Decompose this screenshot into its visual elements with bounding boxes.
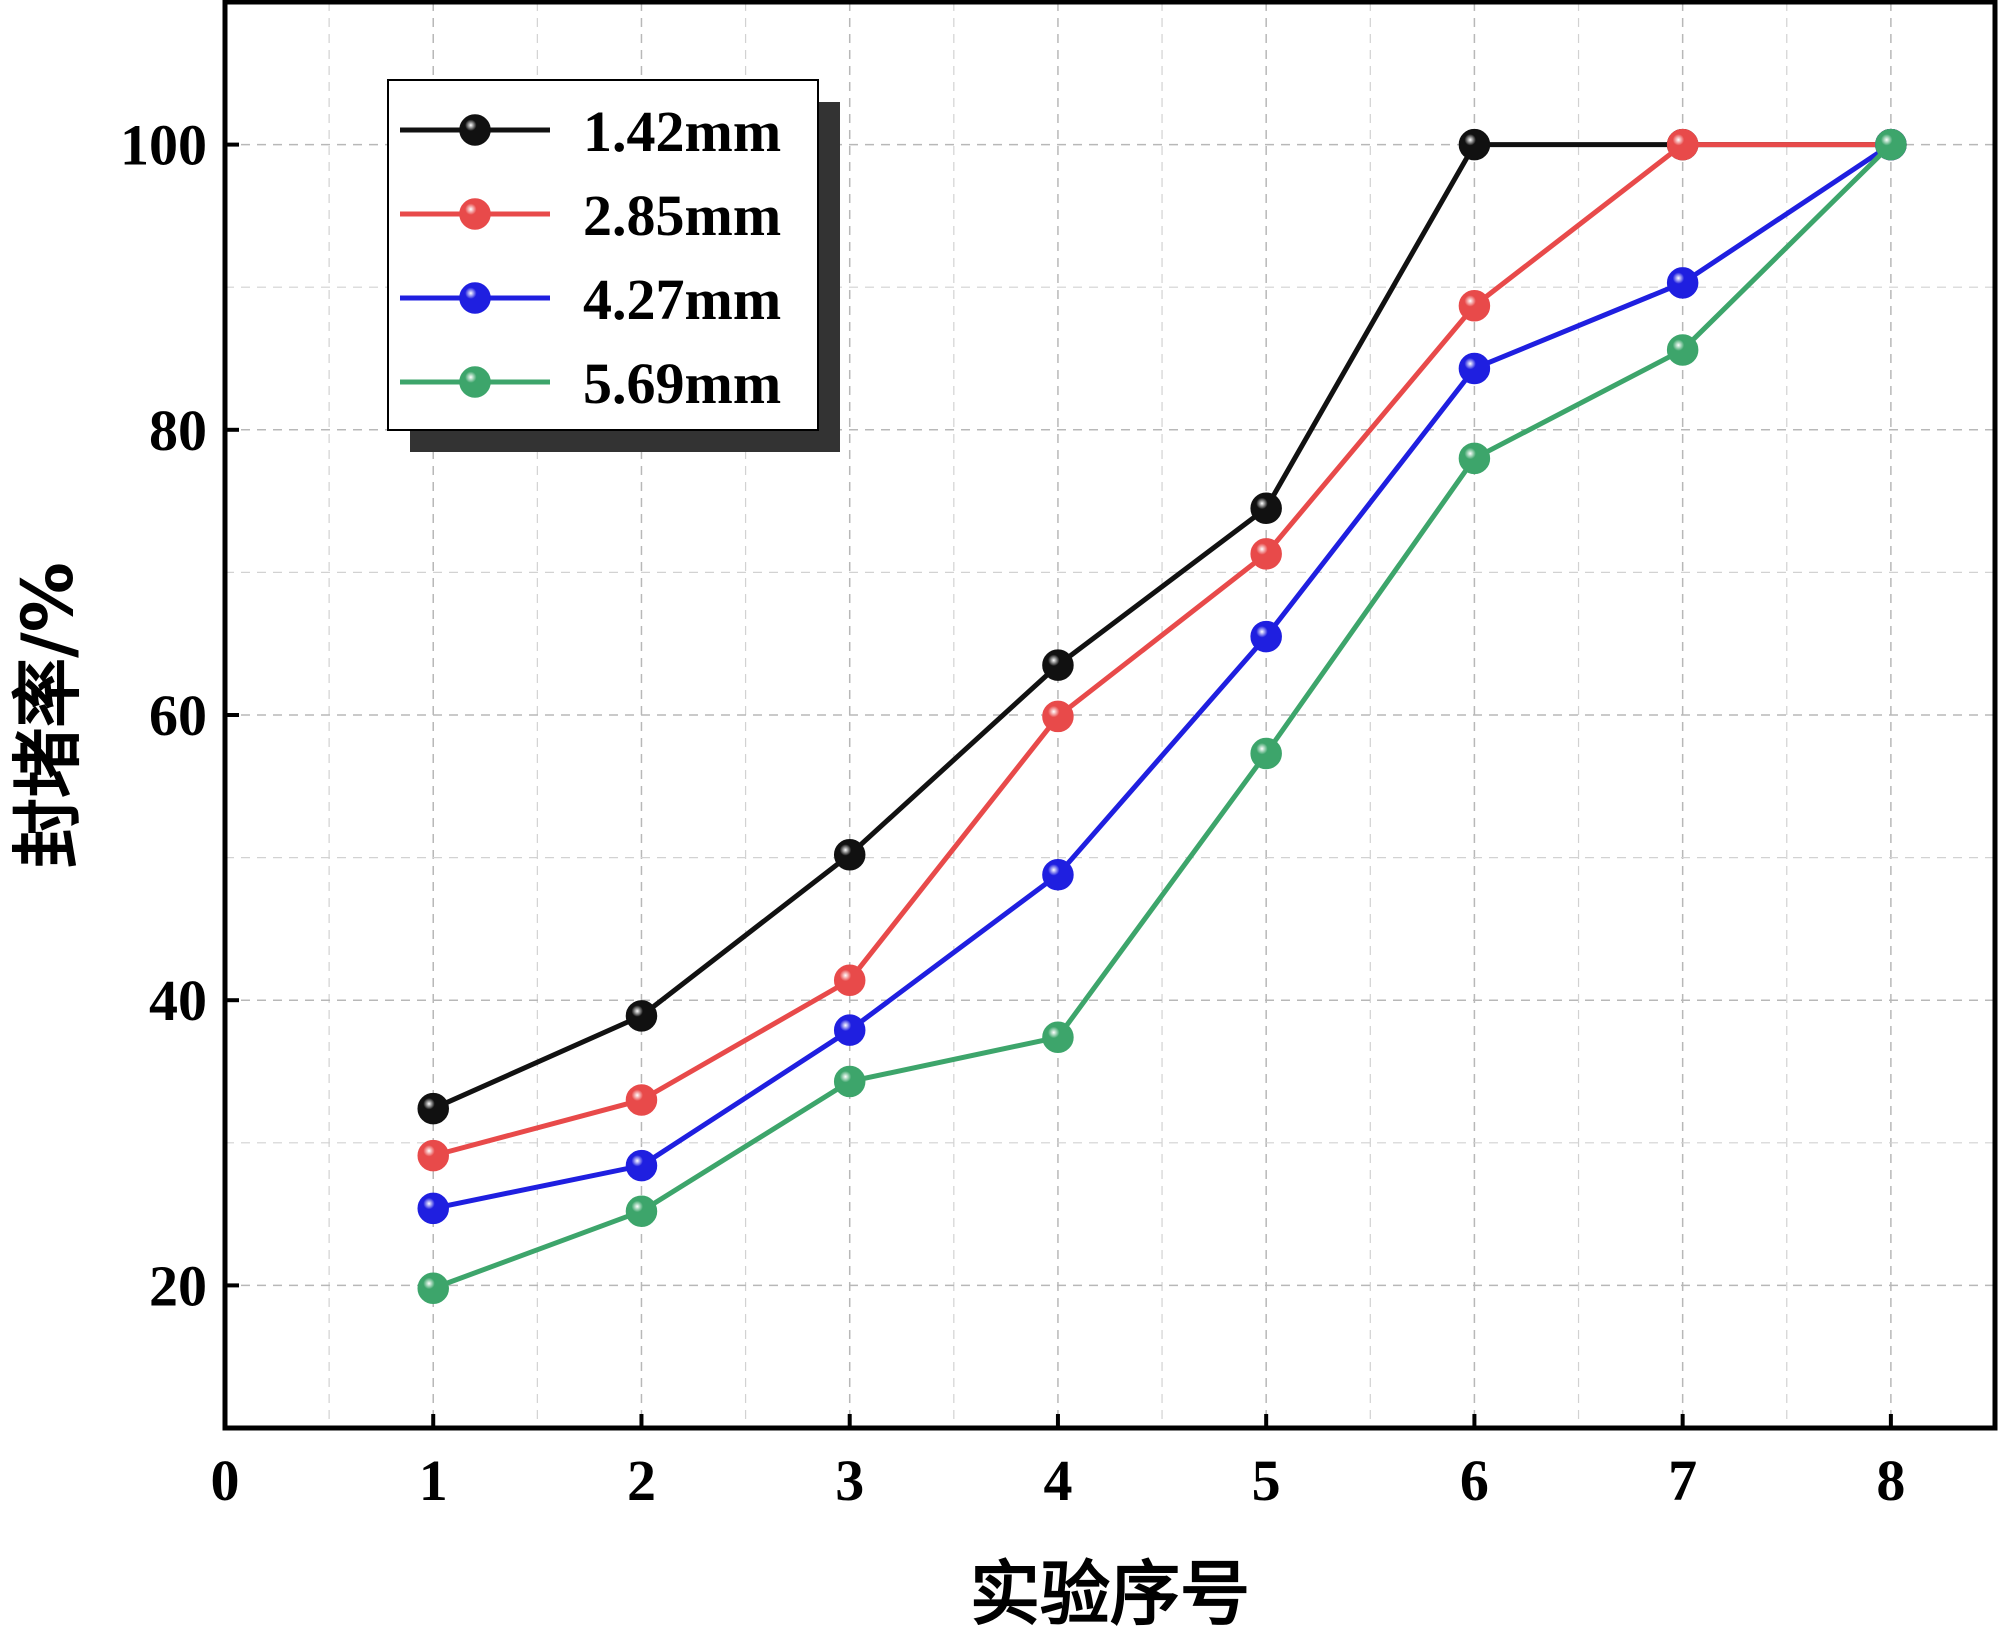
x-axis-title: 实验序号 — [970, 1553, 1250, 1635]
x-tick-label: 6 — [1460, 1448, 1489, 1513]
grid-lines — [225, 1, 1995, 1428]
data-point-2-85mm — [625, 1084, 658, 1116]
data-point-5-69mm — [1666, 334, 1699, 366]
y-tick-label: 60 — [149, 683, 207, 748]
series-line-1-42mm — [432, 142, 1891, 1111]
y-tick-label: 20 — [149, 1253, 207, 1318]
data-point-2-85mm — [1042, 700, 1074, 733]
legend-box — [387, 79, 819, 431]
data-point-5-69mm — [417, 1272, 449, 1305]
x-tick-label: 5 — [1252, 1448, 1281, 1513]
data-point-5-69mm — [1042, 1021, 1074, 1054]
data-point-2-85mm — [1458, 289, 1491, 322]
data-point-2-85mm — [417, 1139, 449, 1172]
x-tick-label: 3 — [835, 1448, 864, 1513]
data-point-4-27mm — [1458, 352, 1491, 385]
y-tick-label: 100 — [120, 113, 207, 178]
data-point-5-69mm — [1458, 442, 1491, 475]
x-tick-label: 0 — [211, 1448, 240, 1513]
legend-marker-1-42mm — [459, 114, 491, 146]
data-point-5-69mm — [1250, 737, 1282, 770]
series-line-2-85mm — [432, 142, 1891, 1159]
data-point-4-27mm — [833, 1014, 866, 1046]
data-point-1-42mm — [625, 1000, 658, 1032]
data-point-1-42mm — [417, 1092, 449, 1125]
data-point-1-42mm — [833, 838, 866, 871]
data-point-4-27mm — [625, 1149, 658, 1182]
data-point-4-27mm — [1250, 620, 1282, 653]
legend-label-1-42mm: 1.42mm — [583, 99, 781, 164]
data-point-4-27mm — [1666, 267, 1699, 299]
data-point-5-69mm — [1875, 128, 1907, 161]
data-point-2-85mm — [1250, 538, 1282, 570]
data-point-5-69mm — [833, 1065, 866, 1098]
data-point-4-27mm — [1042, 858, 1074, 891]
data-point-1-42mm — [1458, 128, 1491, 161]
series-line-5-69mm — [432, 142, 1893, 1291]
x-tick-label: 2 — [627, 1448, 656, 1513]
axes: 0 1 2 3 4 5 6 7 8 20 40 60 80 100 — [120, 0, 1998, 1513]
data-point-1-42mm — [1042, 649, 1074, 681]
y-tick-label: 40 — [149, 968, 207, 1033]
y-axis-title: 封堵率/% — [7, 562, 89, 868]
y-tick-label: 80 — [149, 398, 207, 463]
legend-label-4-27mm: 4.27mm — [583, 267, 781, 332]
legend-marker-2-85mm — [459, 198, 491, 230]
x-tick-label: 8 — [1876, 1448, 1905, 1513]
x-tick-label: 4 — [1043, 1448, 1072, 1513]
legend: 1.42mm 2.85mm 4.27mm 5.69mm — [387, 79, 840, 452]
data-point-2-85mm — [1666, 128, 1699, 161]
data-point-5-69mm — [625, 1195, 658, 1227]
legend-label-2-85mm: 2.85mm — [583, 183, 781, 248]
series-line-4-27mm — [432, 142, 1893, 1211]
data-point-4-27mm — [417, 1192, 449, 1225]
x-tick-label: 1 — [419, 1448, 448, 1513]
series-layer — [417, 128, 1907, 1305]
legend-label-5-69mm: 5.69mm — [583, 351, 781, 416]
legend-marker-5-69mm — [459, 366, 491, 398]
legend-marker-4-27mm — [459, 282, 491, 314]
data-point-1-42mm — [1250, 492, 1282, 524]
x-tick-label: 7 — [1668, 1448, 1697, 1513]
data-point-2-85mm — [833, 964, 866, 996]
